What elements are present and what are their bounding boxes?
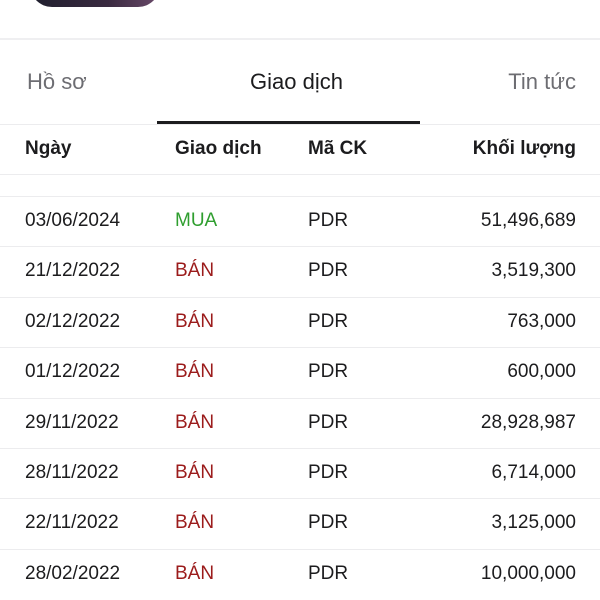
cell-volume: 600,000 <box>507 361 576 383</box>
header-type: Giao dịch <box>175 138 262 159</box>
active-tab-indicator <box>157 121 420 124</box>
cell-type: BÁN <box>175 512 215 534</box>
cell-date: 01/12/2022 <box>25 361 121 383</box>
table-row[interactable]: 22/11/2022 BÁN PDR 3,125,000 <box>0 498 600 548</box>
cell-volume: 28,928,987 <box>480 411 576 433</box>
cell-ticker: PDR <box>308 461 349 483</box>
tab-bar: Hồ sơ Giao dịch Tin tức <box>0 60 600 104</box>
avatar <box>30 0 160 7</box>
cell-date: 29/11/2022 <box>25 411 119 433</box>
header-date: Ngày <box>25 138 72 159</box>
table-row[interactable]: 29/11/2022 BÁN PDR 28,928,987 <box>0 397 600 448</box>
cell-type: BÁN <box>175 562 215 584</box>
cell-ticker: PDR <box>308 411 349 433</box>
table-row[interactable]: 03/06/2024 MUA PDR 51,496,689 <box>0 196 600 246</box>
tab-transactions[interactable]: Giao dịch <box>250 69 343 94</box>
cell-volume: 51,496,689 <box>480 210 576 231</box>
cell-date: 21/12/2022 <box>25 260 121 282</box>
cell-type: BÁN <box>175 361 215 383</box>
table-header: Ngày Giao dịch Mã CK Khối lượng <box>0 132 600 166</box>
cell-date: 22/11/2022 <box>25 512 119 534</box>
cell-volume: 3,519,300 <box>491 260 576 282</box>
transaction-list[interactable]: 03/06/2024 MUA PDR 51,496,689 21/12/2022 BÁN P… <box>0 196 600 599</box>
divider <box>0 174 600 175</box>
cell-date: 28/02/2022 <box>25 562 121 584</box>
cell-type: BÁN <box>175 461 215 483</box>
cell-volume: 10,000,000 <box>480 562 576 584</box>
divider <box>0 124 600 125</box>
cell-ticker: PDR <box>308 562 349 584</box>
header-volume: Khối lượng <box>472 138 576 159</box>
cell-ticker: PDR <box>308 210 349 231</box>
cell-volume: 6,714,000 <box>491 461 576 483</box>
cell-type: BÁN <box>175 310 215 332</box>
cell-ticker: PDR <box>308 310 349 332</box>
table-row[interactable]: 01/12/2022 BÁN PDR 600,000 <box>0 347 600 397</box>
table-row[interactable]: 28/11/2022 BÁN PDR 6,714,000 <box>0 447 600 498</box>
table-row[interactable]: 28/02/2022 BÁN PDR 10,000,000 <box>0 548 600 599</box>
cell-type: MUA <box>175 210 218 231</box>
table-row[interactable]: 02/12/2022 BÁN PDR 763,000 <box>0 296 600 347</box>
table-row[interactable]: 21/12/2022 BÁN PDR 3,519,300 <box>0 246 600 296</box>
divider <box>0 38 600 40</box>
cell-ticker: PDR <box>308 361 349 383</box>
cell-type: BÁN <box>175 411 215 433</box>
cell-date: 03/06/2024 <box>25 210 121 231</box>
cell-volume: 763,000 <box>507 310 576 332</box>
cell-type: BÁN <box>175 260 215 282</box>
tab-news[interactable]: Tin tức <box>508 69 576 94</box>
tab-profile[interactable]: Hồ sơ <box>27 69 87 94</box>
cell-ticker: PDR <box>308 512 349 534</box>
cell-date: 28/11/2022 <box>25 461 119 483</box>
header-ticker: Mã CK <box>308 138 368 159</box>
cell-volume: 3,125,000 <box>491 512 576 534</box>
cell-ticker: PDR <box>308 260 349 282</box>
cell-date: 02/12/2022 <box>25 310 121 332</box>
